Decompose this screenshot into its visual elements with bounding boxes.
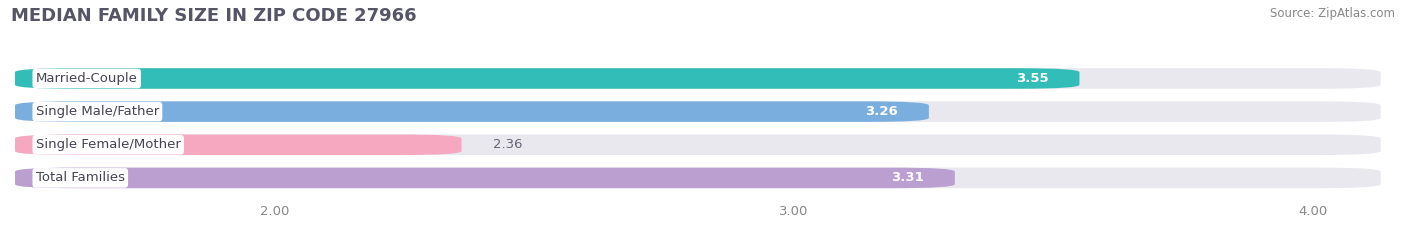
Text: Single Female/Mother: Single Female/Mother — [35, 138, 180, 151]
Text: 3.26: 3.26 — [865, 105, 897, 118]
Text: 3.31: 3.31 — [891, 171, 924, 184]
Text: 3.55: 3.55 — [1015, 72, 1049, 85]
Text: MEDIAN FAMILY SIZE IN ZIP CODE 27966: MEDIAN FAMILY SIZE IN ZIP CODE 27966 — [11, 7, 416, 25]
Text: Married-Couple: Married-Couple — [35, 72, 138, 85]
FancyBboxPatch shape — [15, 134, 1381, 155]
Text: Total Families: Total Families — [35, 171, 125, 184]
Text: 2.36: 2.36 — [492, 138, 522, 151]
FancyBboxPatch shape — [15, 68, 1080, 89]
FancyBboxPatch shape — [15, 168, 1381, 188]
FancyBboxPatch shape — [15, 68, 1381, 89]
FancyBboxPatch shape — [15, 101, 929, 122]
FancyBboxPatch shape — [15, 101, 1381, 122]
Text: Single Male/Father: Single Male/Father — [35, 105, 159, 118]
Text: Source: ZipAtlas.com: Source: ZipAtlas.com — [1270, 7, 1395, 20]
FancyBboxPatch shape — [15, 168, 955, 188]
FancyBboxPatch shape — [15, 134, 461, 155]
